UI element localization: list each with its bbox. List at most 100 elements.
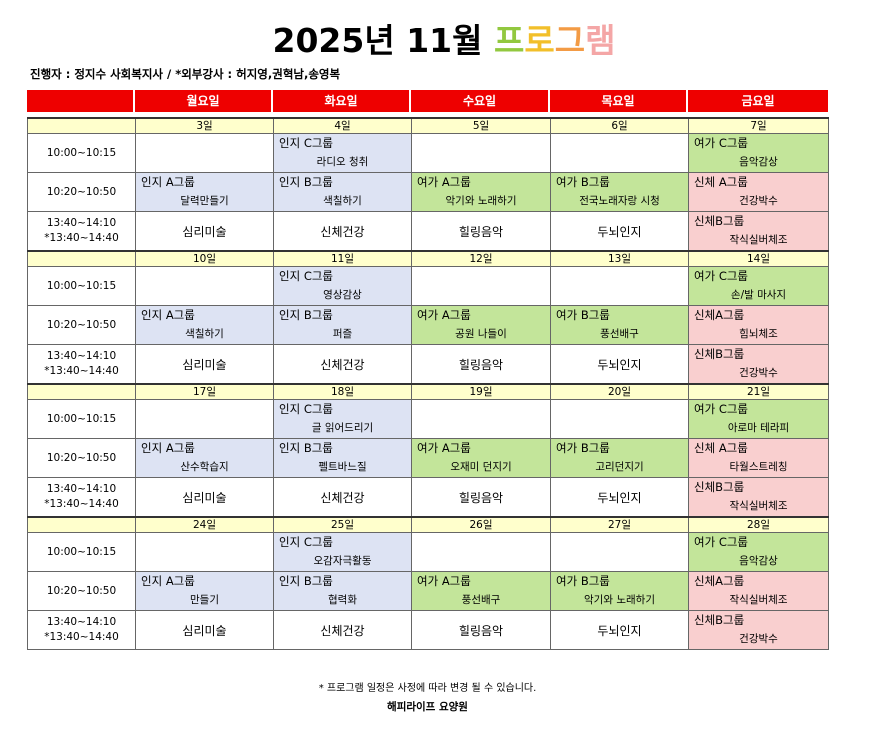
program-name: 심리미술 — [182, 490, 227, 505]
program-cell: 두뇌인지 — [550, 211, 689, 252]
date-row: 24일 25일 26일 27일 28일 — [27, 516, 829, 533]
time-cell: 10:20~10:50 — [27, 305, 136, 345]
date-cell: 20일 — [550, 383, 689, 400]
date-cell: 5일 — [411, 117, 551, 134]
time-label: 13:40~14:10 — [46, 350, 117, 362]
time-cell: 10:00~10:15 — [27, 532, 136, 572]
time-label: 10:20~10:50 — [46, 451, 117, 464]
program-cell: 여가 A그룹 오재미 던지기 — [411, 438, 551, 478]
group-label: 신체 A그룹 — [694, 175, 748, 189]
group-label: 여가 C그룹 — [694, 535, 749, 549]
date-cell: 10일 — [135, 250, 274, 267]
activity-label: 오감자극활동 — [313, 555, 372, 567]
date-cell: 4일 — [273, 117, 412, 134]
time-label: 10:00~10:15 — [46, 545, 117, 558]
program-cell: 신체건강 — [273, 477, 412, 518]
group-label: 인지 B그룹 — [279, 175, 333, 189]
group-label: 인지 A그룹 — [141, 441, 195, 455]
time-slot-row: 10:20~10:50 인지 A그룹 만들기 인지 B그룹 협력화 여가 A그룹 풍선배구 여… — [27, 571, 829, 611]
program-cell: 두뇌인지 — [550, 344, 689, 385]
activity-label: 공원 나들이 — [455, 328, 507, 340]
date-cell: 12일 — [411, 250, 551, 267]
time-cell: 10:20~10:50 — [27, 571, 136, 611]
title-program-char: 프 — [493, 21, 525, 60]
program-cell: 인지 B그룹 색칠하기 — [273, 172, 412, 212]
date-cell: 14일 — [688, 250, 829, 267]
group-label: 신체 A그룹 — [694, 441, 748, 455]
date-cell: 17일 — [135, 383, 274, 400]
time-slot-row: 13:40~14:10 *13:40~14:40 심리미술 신체건강 힐링음악 두뇌인지 신… — [27, 610, 829, 650]
program-cell: 신체A그룹 작식실버체조 — [688, 571, 829, 611]
program-cell: 여가 B그룹 악기와 노래하기 — [550, 571, 689, 611]
program-cell: 여가 C그룹 음악감상 — [688, 532, 829, 572]
program-cell: 인지 C그룹 글 읽어드리기 — [273, 399, 412, 439]
weekday-friday: 금요일 — [688, 90, 828, 112]
group-label: 인지 A그룹 — [141, 308, 195, 322]
program-name: 심리미술 — [182, 224, 227, 239]
organization-name: 해피라이프 요양원 — [387, 701, 468, 713]
program-name: 힐링음악 — [458, 490, 504, 505]
activity-label: 협력화 — [328, 594, 357, 606]
presenter-info: 진행자 : 정지수 사회복지사 / *외부강사 : 허지영,권혁남,송영복 — [30, 67, 341, 81]
header-corner — [27, 90, 135, 112]
group-label: 인지 C그룹 — [279, 535, 334, 549]
activity-label: 힘뇌체조 — [739, 328, 778, 340]
program-cell: 인지 B그룹 퍼즐 — [273, 305, 412, 345]
time-slot-row: 10:20~10:50 인지 A그룹 달력만들기 인지 B그룹 색칠하기 여가 A그룹 악기… — [27, 172, 829, 212]
time-label: 13:40~14:10 — [46, 616, 117, 628]
time-label-extended: *13:40~14:40 — [44, 232, 119, 244]
time-label: 10:20~10:50 — [46, 318, 117, 331]
program-cell: 힐링음악 — [411, 211, 551, 252]
time-label: 10:00~10:15 — [46, 412, 117, 425]
activity-label: 오재미 던지기 — [450, 461, 512, 473]
activity-label: 건강박수 — [739, 367, 778, 379]
empty-cell — [135, 399, 274, 439]
empty-cell — [550, 266, 689, 306]
date-cell: 28일 — [688, 516, 829, 533]
date-cell: 25일 — [273, 516, 412, 533]
title-month: 2025년 11월 — [272, 21, 483, 60]
program-cell: 인지 A그룹 산수학습지 — [135, 438, 274, 478]
date-cell: 11일 — [273, 250, 412, 267]
time-slot-row: 10:20~10:50 인지 A그룹 산수학습지 인지 B그룹 펠트바느질 여가 A그룹 오… — [27, 438, 829, 478]
group-label: 여가 B그룹 — [556, 574, 610, 588]
date-corner-cell — [27, 383, 136, 400]
group-label: 인지 B그룹 — [279, 574, 333, 588]
empty-cell — [135, 266, 274, 306]
empty-cell — [411, 133, 551, 173]
time-cell: 10:00~10:15 — [27, 399, 136, 439]
group-label: 인지 A그룹 — [141, 574, 195, 588]
time-label: 10:00~10:15 — [46, 279, 117, 292]
program-cell: 힐링음악 — [411, 477, 551, 518]
program-cell: 인지 B그룹 펠트바느질 — [273, 438, 412, 478]
group-label: 인지 B그룹 — [279, 441, 333, 455]
time-cell: 13:40~14:10 *13:40~14:40 — [27, 477, 136, 518]
group-label: 신체A그룹 — [694, 308, 745, 322]
program-cell: 신체 A그룹 타월스트레칭 — [688, 438, 829, 478]
date-cell: 7일 — [688, 117, 829, 134]
time-cell: 10:00~10:15 — [27, 266, 136, 306]
group-label: 여가 C그룹 — [694, 269, 749, 283]
group-label: 여가 B그룹 — [556, 441, 610, 455]
title-program-char: 그 — [554, 21, 586, 60]
program-cell: 여가 B그룹 풍선배구 — [550, 305, 689, 345]
program-cell: 두뇌인지 — [550, 610, 689, 650]
program-cell: 여가 C그룹 음악감상 — [688, 133, 829, 173]
time-slot-row: 13:40~14:10 *13:40~14:40 심리미술 신체건강 힐링음악 두뇌인지 신… — [27, 477, 829, 518]
date-row: 3일 4일 5일 6일 7일 — [27, 117, 829, 134]
program-cell: 두뇌인지 — [550, 477, 689, 518]
activity-label: 아로마 테라피 — [727, 422, 790, 434]
activity-label: 작식실버체조 — [729, 500, 788, 512]
activity-label: 영상감상 — [323, 289, 362, 301]
activity-label: 손/발 마사지 — [730, 289, 787, 301]
activity-label: 음악감상 — [739, 156, 778, 168]
program-cell: 여가 C그룹 아로마 테라피 — [688, 399, 829, 439]
program-cell: 심리미술 — [135, 344, 274, 385]
time-slot-row: 10:00~10:15 인지 C그룹 영상감상 여가 C그룹 손/발 마사지 — [27, 266, 829, 306]
time-label: 10:00~10:15 — [46, 146, 117, 159]
group-label: 신체B그룹 — [694, 214, 745, 228]
activity-label: 퍼즐 — [332, 328, 353, 340]
